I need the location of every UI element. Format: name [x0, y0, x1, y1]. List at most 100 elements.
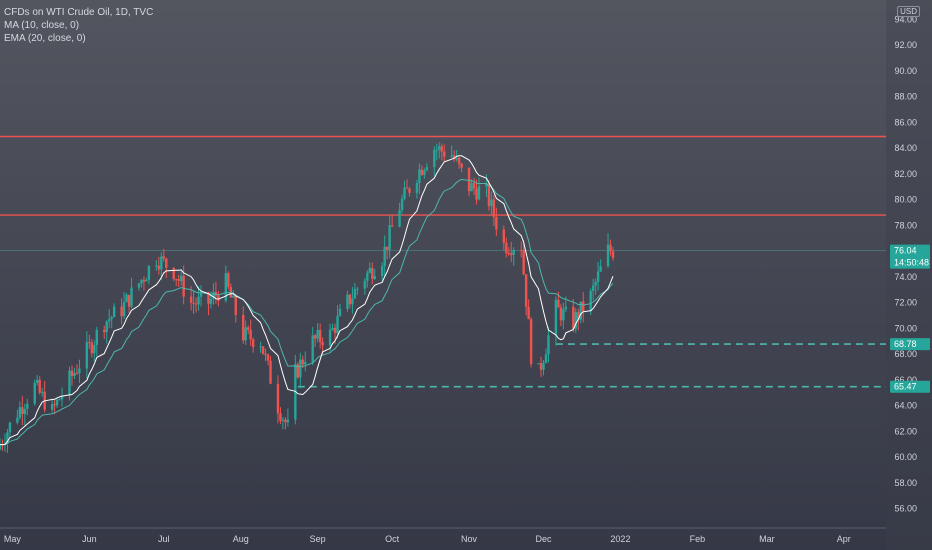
candle-body — [333, 327, 337, 334]
candle-body — [408, 188, 411, 193]
candle-body — [259, 346, 262, 348]
candle-body — [177, 279, 180, 281]
candle-body — [90, 342, 94, 354]
candle-body — [403, 187, 406, 199]
candle-body — [579, 301, 582, 320]
candle-body — [440, 146, 443, 152]
candle-body — [336, 315, 339, 334]
candle-body — [346, 294, 349, 309]
x-tick-label: May — [4, 534, 22, 544]
candle-body — [539, 363, 543, 370]
candle-body — [594, 281, 597, 286]
candle-body — [559, 307, 563, 321]
y-tick-label: 74.00 — [894, 272, 917, 282]
candle-body — [145, 279, 148, 282]
candle-body — [338, 308, 342, 316]
candle-body — [227, 273, 230, 288]
candle-body — [356, 288, 359, 290]
candle-body — [544, 354, 548, 363]
candle-body — [388, 225, 391, 250]
candle-body — [529, 319, 533, 365]
candle-body — [0, 444, 2, 450]
y-tick-label: 88.00 — [894, 92, 917, 102]
legend-ema[interactable]: EMA (20, close, 0) — [4, 33, 86, 44]
x-tick-label: Aug — [233, 534, 249, 544]
candle-body — [557, 299, 560, 308]
last-price-badge-countdown: 14:50:48 — [894, 258, 929, 268]
candle-body — [415, 182, 419, 193]
candle-body — [279, 413, 282, 421]
currency-badge[interactable]: USD — [897, 6, 920, 17]
candle-body — [296, 364, 300, 378]
candle-body — [261, 346, 265, 354]
candle-body — [26, 403, 29, 409]
candle-body — [103, 329, 106, 333]
chart-legend: CFDs on WTI Crude Oil, 1D, TVC MA (10, c… — [4, 6, 153, 45]
candle-body — [452, 155, 456, 160]
candle-body — [405, 187, 409, 189]
candle-body — [591, 285, 595, 291]
candle-body — [155, 265, 158, 267]
y-tick-label: 64.00 — [894, 401, 917, 411]
candle-body — [385, 246, 389, 250]
y-tick-label: 68.00 — [894, 349, 917, 359]
candle-body — [502, 229, 506, 243]
candle-body — [331, 327, 334, 330]
candle-body — [547, 335, 550, 355]
candle-body — [371, 268, 374, 279]
candle-body — [78, 368, 81, 374]
candle-body — [470, 183, 473, 192]
candle-body — [130, 287, 133, 307]
y-tick-label: 56.00 — [894, 504, 917, 514]
candle-body — [423, 170, 426, 175]
candle-body — [246, 327, 250, 330]
candle-body — [105, 321, 108, 333]
candle-body — [60, 395, 64, 400]
candle-body — [606, 244, 610, 267]
candle-body — [572, 306, 575, 329]
y-tick-label: 62.00 — [894, 426, 917, 436]
candle-body — [36, 380, 39, 383]
candle-body — [276, 383, 280, 414]
x-tick-label: Nov — [461, 534, 478, 544]
candle-body — [122, 302, 126, 317]
y-tick-label: 92.00 — [894, 40, 917, 50]
candle-body — [457, 157, 461, 164]
candle-body — [70, 370, 74, 376]
legend-title[interactable]: CFDs on WTI Crude Oil, 1D, TVC — [4, 7, 154, 18]
candle-body — [286, 419, 290, 423]
candle-body — [443, 151, 446, 157]
x-tick-label: 2022 — [610, 534, 630, 544]
candle-body — [85, 342, 89, 369]
candle-body — [266, 354, 270, 361]
candle-body — [455, 157, 458, 160]
candle-body — [487, 183, 491, 207]
candle-body — [574, 312, 577, 329]
candle-body — [438, 146, 441, 150]
candle-body — [353, 289, 357, 299]
candle-body — [175, 279, 178, 281]
legend-ma[interactable]: MA (10, close, 0) — [4, 20, 80, 31]
candle-body — [224, 273, 228, 301]
candle-body — [328, 329, 332, 346]
candle-body — [234, 295, 237, 316]
candle-body — [383, 246, 386, 267]
candle-body — [18, 407, 22, 418]
candle-body — [582, 301, 585, 312]
candle-body — [467, 167, 471, 192]
candle-body — [507, 253, 510, 255]
candle-body — [6, 432, 9, 444]
y-tick-label: 70.00 — [894, 323, 917, 333]
candle-body — [524, 274, 528, 307]
candle-body — [165, 258, 168, 268]
candle-body — [207, 292, 210, 304]
last-price-badge-bg — [890, 244, 930, 269]
candle-body — [8, 422, 12, 433]
candle-body — [316, 329, 319, 339]
candle-body — [366, 272, 369, 281]
candle-body — [212, 291, 215, 299]
support-badge-value: 68.78 — [894, 339, 917, 349]
candle-body — [284, 419, 287, 423]
